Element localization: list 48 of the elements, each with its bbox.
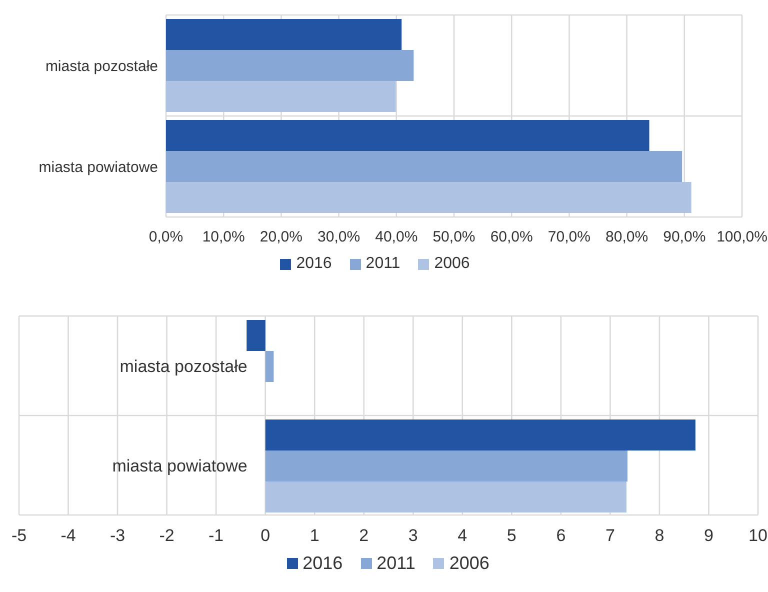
x-tick-label: 7: [605, 526, 615, 546]
legend-label: 2006: [434, 255, 470, 273]
y-tick-label: miasta pozostałe: [45, 58, 158, 75]
bar: [265, 420, 696, 450]
x-tick-label: 30,0%: [318, 228, 360, 246]
x-tick-label: 10: [748, 526, 768, 546]
x-tick-label: 0,0%: [148, 228, 184, 246]
bar: [166, 81, 396, 112]
x-tick-label: 70,0%: [548, 228, 590, 246]
x-tick-label: 3: [408, 526, 418, 546]
x-tick-label: 20,0%: [260, 228, 302, 246]
x-tick-label: 80,0%: [606, 228, 648, 246]
legend-label: 2011: [376, 553, 416, 574]
y-tick-label: miasta powiatowe: [38, 158, 158, 176]
bar: [265, 450, 628, 482]
x-tick-label: 2: [359, 526, 369, 546]
y-tick-label: miasta pozostałe: [120, 356, 248, 376]
x-tick-label: 40,0%: [375, 228, 418, 246]
y-tick-label: miasta powiatowe: [112, 456, 248, 476]
x-tick-label: 10,0%: [202, 228, 245, 246]
x-tick-label: 60,0%: [490, 228, 533, 246]
bar: [166, 50, 414, 81]
bar: [166, 151, 682, 182]
x-tick-label: 90,0%: [663, 228, 706, 246]
bar: [265, 351, 274, 382]
legend-label: 2016: [302, 553, 343, 574]
x-tick-label: 8: [654, 526, 664, 546]
legend-label: 2016: [296, 255, 332, 273]
x-tick-label: 4: [458, 526, 468, 546]
bar: [166, 120, 650, 151]
x-tick-label: 0: [260, 526, 270, 546]
x-tick-label: -4: [60, 526, 76, 546]
bar: [166, 19, 402, 50]
bar: [265, 482, 626, 512]
x-tick-label: 100,0%: [716, 228, 768, 246]
x-tick-label: 9: [704, 526, 714, 546]
x-tick-label: 6: [556, 526, 566, 546]
x-tick-label: -3: [110, 526, 126, 546]
bar: [166, 182, 692, 213]
legend-label: 2011: [366, 255, 400, 273]
x-tick-label: -1: [208, 526, 224, 546]
bar: [246, 320, 266, 351]
x-tick-label: 1: [310, 526, 320, 546]
x-tick-label: -5: [11, 526, 27, 546]
x-tick-label: 5: [506, 526, 516, 546]
x-tick-label: 50,0%: [432, 228, 476, 246]
legend-label: 2006: [449, 553, 490, 574]
x-tick-label: -2: [159, 526, 174, 546]
